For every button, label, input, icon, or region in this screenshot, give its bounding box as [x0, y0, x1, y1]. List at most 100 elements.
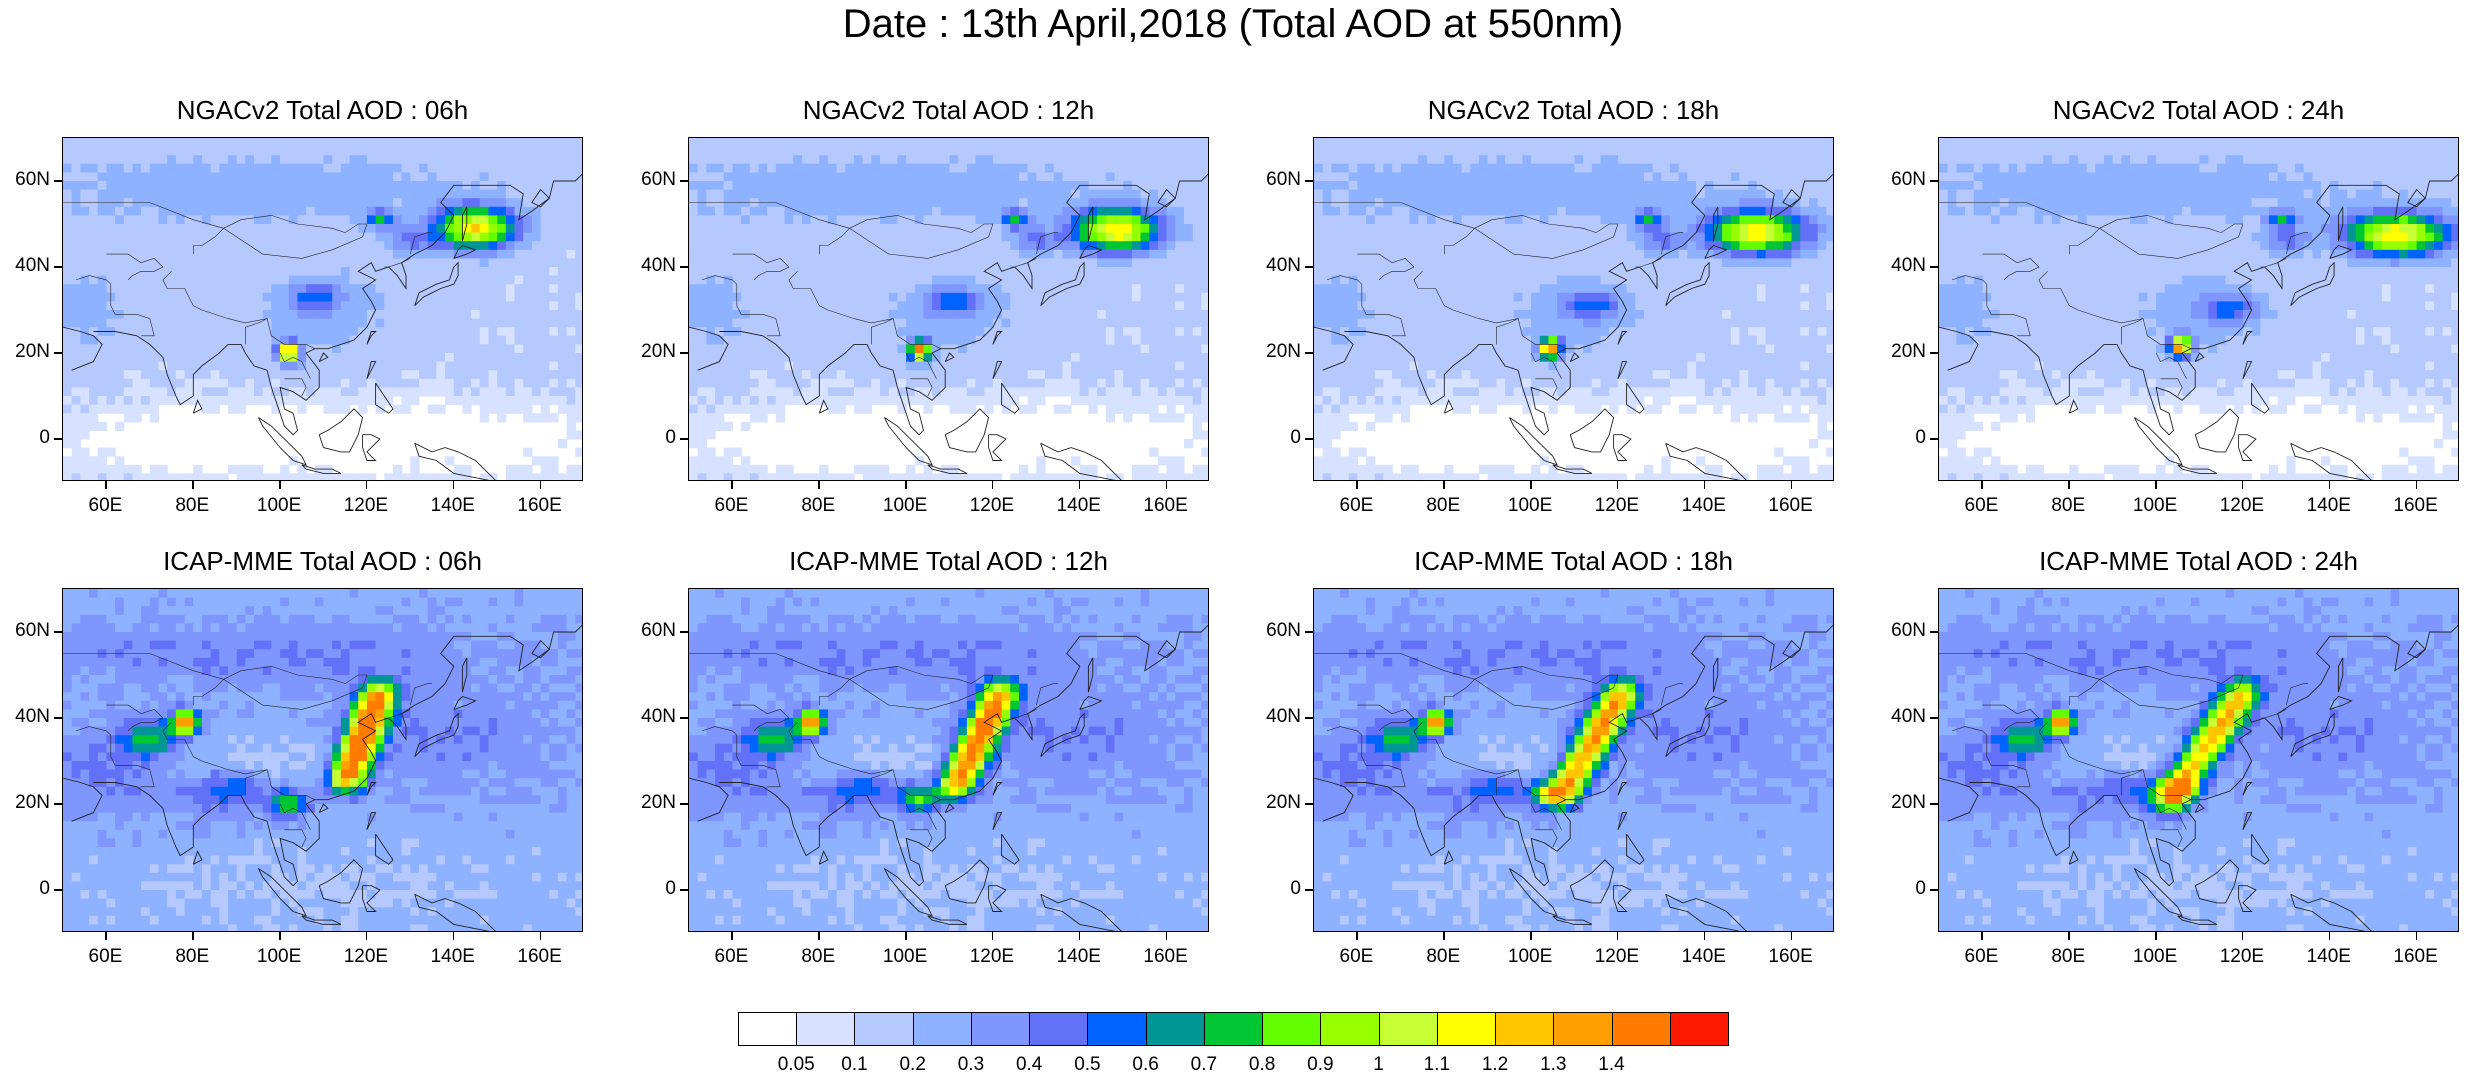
aod-cell: [1436, 344, 1445, 353]
aod-cell: [1470, 215, 1479, 224]
aod-cell: [488, 284, 497, 293]
aod-cell: [993, 396, 1002, 405]
aod-cell: [185, 207, 194, 216]
aod-cell: [471, 327, 480, 336]
aod-cell: [1505, 370, 1514, 379]
aod-cell: [1184, 370, 1193, 379]
aod-cell: [332, 172, 341, 181]
aod-cell: [89, 155, 98, 164]
aod-cell: [976, 293, 985, 302]
aod-cell: [854, 207, 863, 216]
aod-cell: [758, 190, 767, 199]
aod-cell: [315, 155, 324, 164]
aod-cell: [228, 293, 237, 302]
aod-cell: [1366, 465, 1375, 474]
aod-cell: [1193, 362, 1202, 371]
aod-cell: [897, 172, 906, 181]
aod-cell: [402, 379, 411, 388]
aod-cell: [106, 465, 115, 474]
aod-cell: [984, 147, 993, 156]
aod-cell: [767, 164, 776, 173]
aod-cell: [63, 284, 72, 293]
aod-cell: [967, 172, 976, 181]
aod-cell: [767, 147, 776, 156]
aod-cell: [567, 310, 576, 319]
aod-cell: [724, 224, 733, 233]
aod-cell: [98, 405, 107, 414]
aod-cell: [1141, 301, 1150, 310]
aod-cell: [1158, 233, 1167, 242]
aod-cell: [515, 267, 524, 276]
aod-cell: [993, 155, 1002, 164]
aod-cell: [1028, 396, 1037, 405]
aod-cell: [515, 138, 524, 147]
aod-cell: [1088, 327, 1097, 336]
aod-cell: [98, 370, 107, 379]
aod-cell: [159, 138, 168, 147]
aod-cell: [793, 276, 802, 285]
aod-cell: [72, 387, 81, 396]
aod-cell: [159, 258, 168, 267]
aod-cell: [1158, 258, 1167, 267]
aod-cell: [176, 362, 185, 371]
aod-cell: [1444, 258, 1453, 267]
lat-tick: [54, 438, 62, 440]
aod-cell: [63, 439, 72, 448]
aod-cell: [732, 465, 741, 474]
aod-cell: [297, 172, 306, 181]
aod-cell: [115, 344, 124, 353]
aod-cell: [419, 258, 428, 267]
aod-cell: [1002, 284, 1011, 293]
aod-cell: [245, 172, 254, 181]
aod-cell: [558, 387, 567, 396]
aod-cell: [1453, 387, 1462, 396]
aod-cell: [332, 267, 341, 276]
aod-cell: [445, 258, 454, 267]
aod-cell: [289, 155, 298, 164]
aod-cell: [488, 387, 497, 396]
aod-cell: [1488, 224, 1497, 233]
aod-cell: [1462, 276, 1471, 285]
lat-tick-label: 60N: [0, 169, 50, 191]
aod-cell: [950, 198, 959, 207]
aod-cell: [906, 233, 915, 242]
aod-cell: [245, 181, 254, 190]
aod-cell: [289, 319, 298, 328]
aod-cell: [1366, 379, 1375, 388]
aod-cell: [1427, 258, 1436, 267]
aod-cell: [384, 164, 393, 173]
aod-cell: [341, 396, 350, 405]
aod-cell: [150, 473, 159, 481]
aod-cell: [863, 258, 872, 267]
aod-cell: [419, 310, 428, 319]
aod-cell: [1132, 293, 1141, 302]
aod-cell: [880, 327, 889, 336]
aod-cell: [1366, 207, 1375, 216]
aod-cell: [1444, 336, 1453, 345]
aod-cell: [159, 155, 168, 164]
aod-cell: [1357, 370, 1366, 379]
aod-cell: [923, 215, 932, 224]
aod-cell: [115, 138, 124, 147]
aod-cell: [932, 207, 941, 216]
aod-cell: [776, 164, 785, 173]
aod-cell: [89, 233, 98, 242]
aod-cell: [488, 233, 497, 242]
aod-cell: [1488, 293, 1497, 302]
aod-cell: [315, 215, 324, 224]
aod-cell: [1496, 215, 1505, 224]
aod-cell: [1184, 258, 1193, 267]
aod-cell: [1375, 241, 1384, 250]
aod-cell: [1505, 327, 1514, 336]
aod-cell: [880, 370, 889, 379]
aod-cell: [976, 396, 985, 405]
aod-cell: [428, 284, 437, 293]
aod-cell: [445, 198, 454, 207]
aod-cell: [1036, 362, 1045, 371]
aod-cell: [863, 241, 872, 250]
aod-cell: [1158, 301, 1167, 310]
aod-cell: [1479, 276, 1488, 285]
aod-cell: [1175, 370, 1184, 379]
aod-cell: [741, 465, 750, 474]
aod-cell: [1019, 310, 1028, 319]
